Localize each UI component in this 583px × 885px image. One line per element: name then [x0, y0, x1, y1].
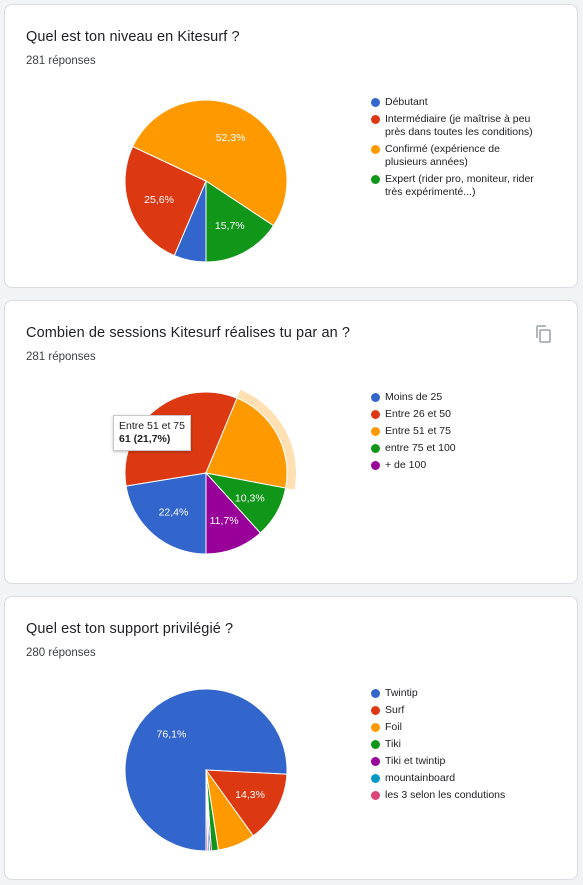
- legend-label: Moins de 25: [385, 391, 443, 403]
- legend-label: mountainboard: [385, 772, 456, 784]
- chart-legend: Moins de 25 Entre 26 et 50 Entre 51 et 75 e…: [371, 391, 555, 476]
- legend-dot: [371, 175, 380, 184]
- tooltip-label: Entre 51 et 75: [119, 420, 185, 432]
- legend-label: Confirmé (expérience de: [385, 143, 500, 155]
- legend-item-de-100[interactable]: + de 100: [371, 459, 555, 472]
- question-title: Quel est ton support privilégié ?: [26, 621, 234, 637]
- slice-label-de-100: 11,7%: [210, 515, 239, 527]
- legend-label: Twintip: [385, 687, 418, 699]
- legend-label: Débutant: [385, 96, 428, 108]
- legend-label: les 3 selon les condutions: [385, 789, 506, 801]
- slice-highlight-ring: [237, 389, 296, 490]
- legend-dot: [371, 427, 380, 436]
- chart-legend: Twintip Surf Foil Tiki Tiki et twintip mounta…: [371, 687, 555, 806]
- copy-icon[interactable]: [533, 323, 555, 345]
- legend-dot: [371, 706, 380, 715]
- legend-item-tiki-et-twintip[interactable]: Tiki et twintip: [371, 755, 555, 768]
- slice-label-surf: 14,3%: [235, 789, 265, 801]
- pie-chart-level[interactable]: 25,6% 52,3% 15,7%: [121, 96, 291, 266]
- legend-item-entre-75-et-100[interactable]: entre 75 et 100: [371, 442, 555, 455]
- legend-item-twintip[interactable]: Twintip: [371, 687, 555, 700]
- legend-label: près dans toutes les conditions): [385, 126, 533, 138]
- pie-slice-de-100[interactable]: [205, 471, 262, 555]
- pie-chart-sessions[interactable]: 22,4%33,8%10,3%11,7%: [121, 388, 296, 558]
- legend-label: Expert (rider pro, moniteur, rider: [385, 173, 534, 185]
- pie-slice-les-3-selon-les-condutions[interactable]: [205, 769, 209, 852]
- legend-label: Surf: [385, 704, 405, 716]
- slice-label-confirme-experience-de-plusieurs-annees: 52,3%: [216, 132, 246, 144]
- legend-dot: [371, 723, 380, 732]
- legend-label: Foil: [385, 721, 402, 733]
- legend-label: entre 75 et 100: [385, 442, 456, 454]
- question-card-level: Quel est ton niveau en Kitesurf ? 281 ré…: [4, 4, 578, 288]
- legend-dot: [371, 393, 380, 402]
- legend-item-les-3-selon-les-condutions[interactable]: les 3 selon les condutions: [371, 789, 555, 802]
- legend-label: + de 100: [385, 459, 427, 471]
- legend-dot: [371, 791, 380, 800]
- pie-slice-intermediaire-je-maitrise-a-peu-pres-dans-toutes-les-conditions[interactable]: [124, 145, 207, 257]
- pie-slice-expert-rider-pro-moniteur-rider-tres-experimente[interactable]: [205, 180, 275, 263]
- question-card-support: Quel est ton support privilégié ? 280 ré…: [4, 596, 578, 880]
- legend-dot: [371, 757, 380, 766]
- response-count: 280 réponses: [26, 647, 96, 659]
- legend-dot: [371, 689, 380, 698]
- legend-item-entre-26-et-50[interactable]: Entre 26 et 50: [371, 408, 555, 421]
- legend-dot: [371, 774, 380, 783]
- legend-label: Tiki et twintip: [385, 755, 446, 767]
- question-title: Combien de sessions Kitesurf réalises tu…: [26, 325, 351, 341]
- slice-label-moins-de-25: 22,4%: [159, 506, 189, 518]
- chart-legend: Débutant Intermédiaire (je maîtrise à peu…: [371, 96, 555, 203]
- question-card-sessions: Combien de sessions Kitesurf réalises tu…: [4, 300, 578, 584]
- slice-label-expert-rider-pro-moniteur-rider-tres-experimente: 15,7%: [215, 220, 245, 232]
- slice-label-twintip: 76,1%: [157, 729, 187, 741]
- pie-slice-surf[interactable]: [204, 769, 288, 837]
- legend-dot: [371, 115, 380, 124]
- legend-item-moins-de-25[interactable]: Moins de 25: [371, 391, 555, 404]
- slice-label-entre-75-et-100: 10,3%: [235, 493, 265, 505]
- legend-item-confirme-experience-de[interactable]: Confirmé (expérience de plusieurs années): [371, 143, 555, 169]
- legend-dot: [371, 740, 380, 749]
- question-title: Quel est ton niveau en Kitesurf ?: [26, 29, 240, 45]
- legend-item-debutant[interactable]: Débutant: [371, 96, 555, 109]
- response-count: 281 réponses: [26, 55, 96, 67]
- legend-dot: [371, 461, 380, 470]
- legend-label: Tiki: [385, 738, 401, 750]
- legend-item-surf[interactable]: Surf: [371, 704, 555, 717]
- legend-item-tiki[interactable]: Tiki: [371, 738, 555, 751]
- slice-tooltip: Entre 51 et 75 61 (21,7%): [113, 415, 191, 451]
- legend-dot: [371, 410, 380, 419]
- legend-item-entre-51-et-75[interactable]: Entre 51 et 75: [371, 425, 555, 438]
- legend-item-expert-rider-pro-moniteur-rider[interactable]: Expert (rider pro, moniteur, rider très e…: [371, 173, 555, 199]
- pie-chart-support[interactable]: 76,1% 14,3%: [121, 685, 291, 855]
- legend-item-foil[interactable]: Foil: [371, 721, 555, 734]
- legend-item-intermediaire-je-maitrise-a-peu[interactable]: Intermédiaire (je maîtrise à peu près dan…: [371, 113, 555, 139]
- slice-label-intermediaire-je-maitrise-a-peu-pres-dans-toutes-les-conditions: 25,6%: [144, 194, 174, 206]
- legend-label: Entre 51 et 75: [385, 425, 451, 437]
- legend-label: plusieurs années): [385, 156, 468, 168]
- legend-item-mountainboard[interactable]: mountainboard: [371, 772, 555, 785]
- pie-slice-confirme-experience-de-plusieurs-annees[interactable]: [132, 99, 288, 227]
- legend-label: très expérimenté...): [385, 186, 476, 198]
- pie-slice-entre-51-et-75[interactable]: [205, 397, 288, 489]
- response-count: 281 réponses: [26, 351, 96, 363]
- legend-label: Intermédiaire (je maîtrise à peu: [385, 113, 531, 125]
- legend-label: Entre 26 et 50: [385, 408, 451, 420]
- legend-dot: [371, 98, 380, 107]
- legend-dot: [371, 444, 380, 453]
- tooltip-value: 61 (21,7%): [119, 433, 171, 445]
- pie-slice-moins-de-25[interactable]: [125, 472, 207, 555]
- legend-dot: [371, 145, 380, 154]
